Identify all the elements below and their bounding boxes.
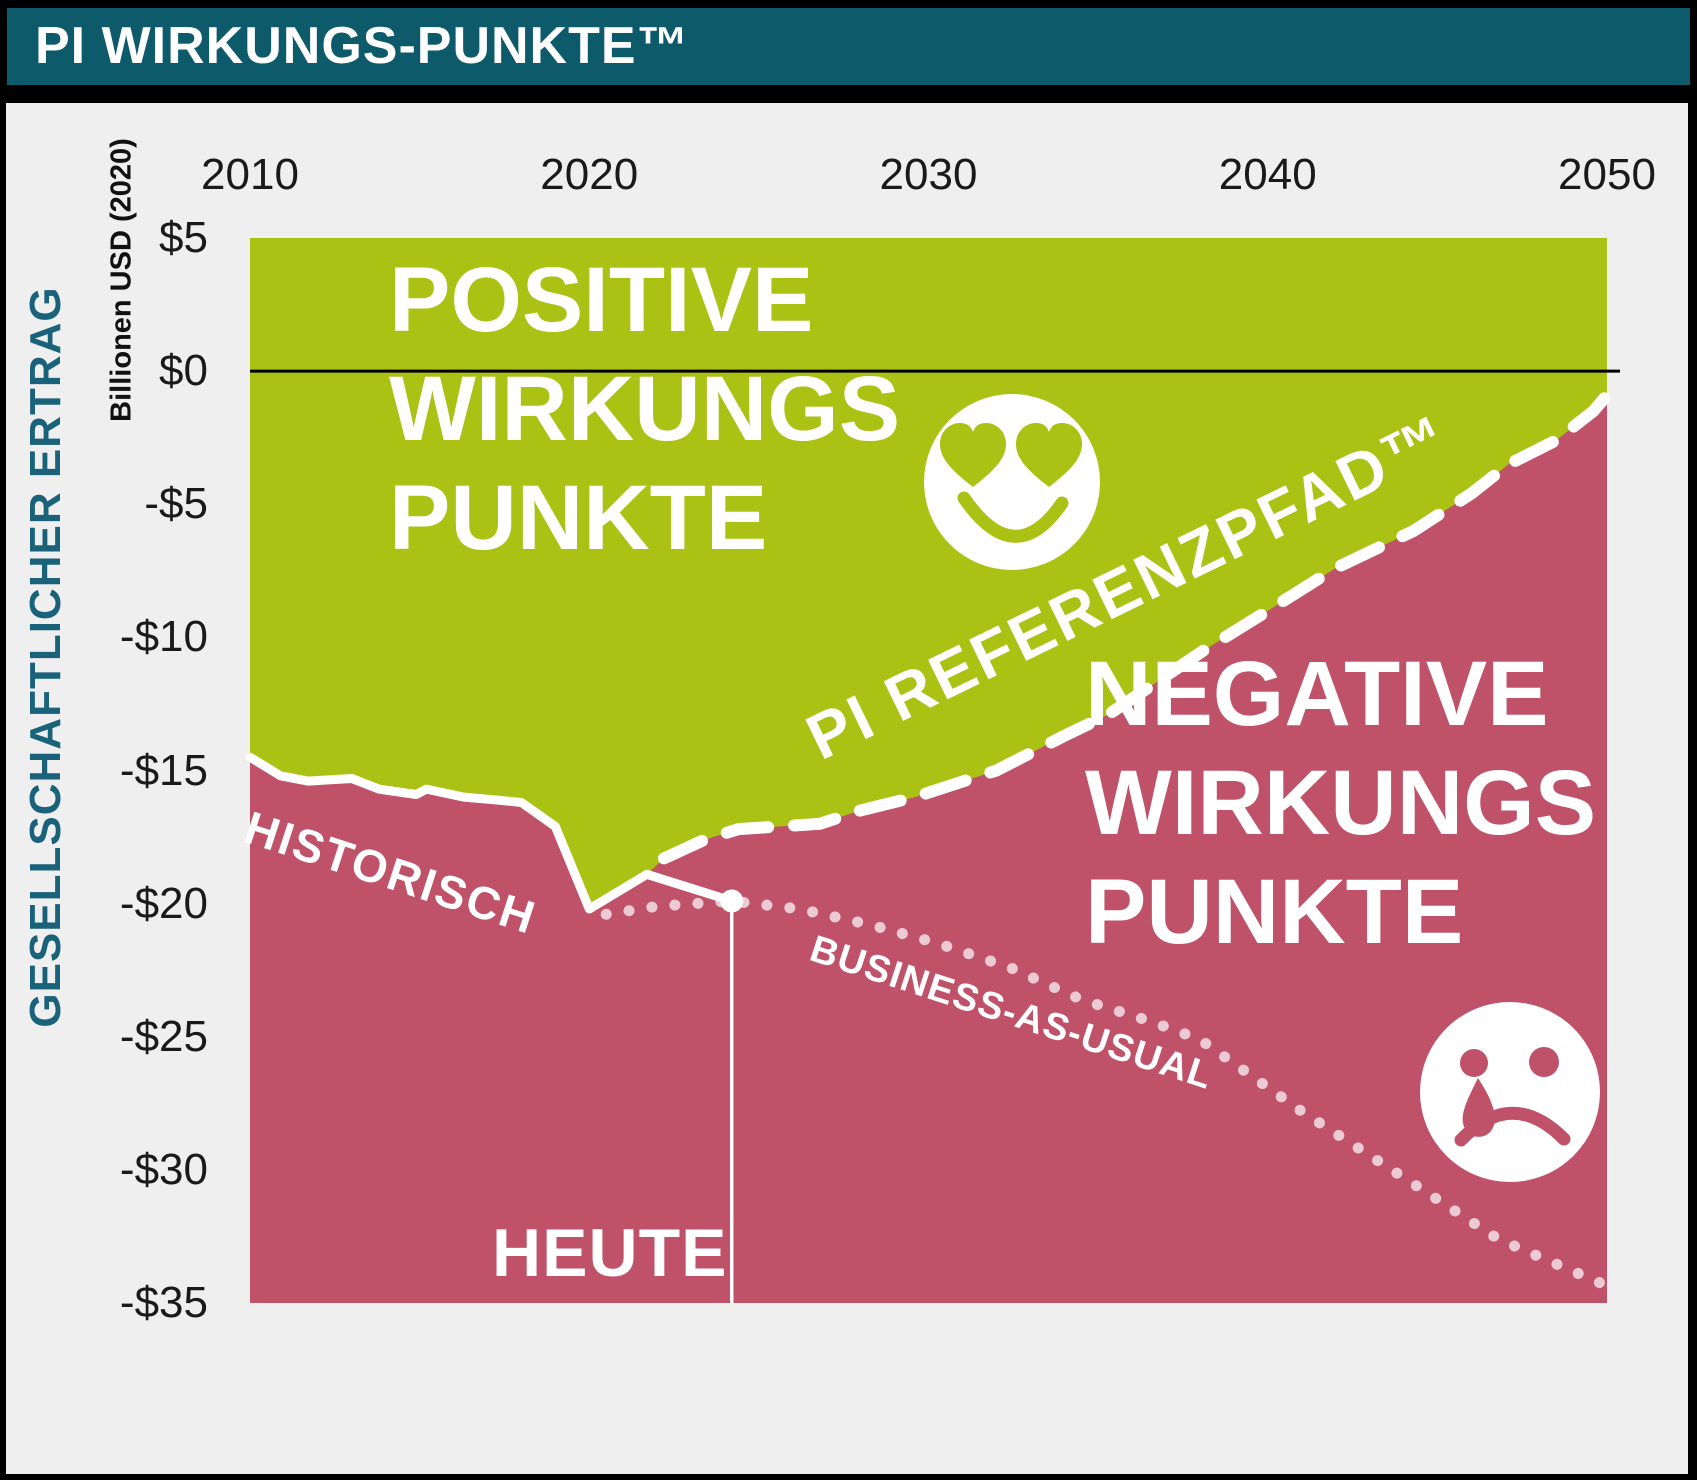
negative-area-label-line1: NEGATIVE [1085, 643, 1549, 745]
y-tick-5: $5 [159, 213, 208, 262]
positive-area-label-line1: POSITIVE [389, 249, 814, 351]
y-tick--35: -$35 [119, 1278, 208, 1327]
negative-area-label: NEGATIVE WIRKUNGS PUNKTE [1085, 640, 1596, 967]
x-tick-2010: 2010 [201, 150, 299, 199]
y-tick--30: -$30 [119, 1144, 208, 1194]
y-tick-0: $0 [159, 346, 208, 396]
today-label: HEUTE [492, 1215, 728, 1291]
x-tick-2020: 2020 [540, 150, 639, 199]
x-tick-2040: 2040 [1218, 150, 1317, 199]
positive-impact-area [250, 238, 1607, 909]
negative-area-label-line2: WIRKUNGS [1085, 752, 1597, 854]
x-tick-2030: 2030 [879, 150, 978, 199]
y-tick--5: -$5 [144, 479, 208, 529]
y-tick--10: -$10 [119, 612, 208, 662]
positive-area-label: POSITIVE WIRKUNGS PUNKTE [389, 246, 900, 573]
y-tick--25: -$25 [119, 1011, 208, 1061]
x-tick-2050: 2050 [1558, 150, 1656, 199]
header-bar: PI WIRKUNGS-PUNKTE™ [7, 8, 1690, 85]
y-axis-title: GESELLSCHAFTLICHER ERTRAG [21, 286, 70, 1028]
y-axis-unit-label: Billionen USD (2020) [105, 138, 138, 422]
heart-eyes-smiley-icon [924, 394, 1100, 570]
negative-area-label-line3: PUNKTE [1085, 861, 1464, 963]
sad-crying-smiley-icon [1420, 1002, 1600, 1182]
reference-path-dashed-line [657, 389, 1613, 865]
positive-area-label-line2: WIRKUNGS [389, 358, 901, 460]
y-tick--20: -$20 [119, 878, 208, 928]
positive-area-label-line3: PUNKTE [389, 467, 768, 569]
historical-line [245, 752, 737, 914]
y-tick--15: -$15 [119, 745, 208, 795]
page-title: PI WIRKUNGS-PUNKTE™ [35, 17, 690, 75]
today-marker-dot [720, 889, 744, 913]
